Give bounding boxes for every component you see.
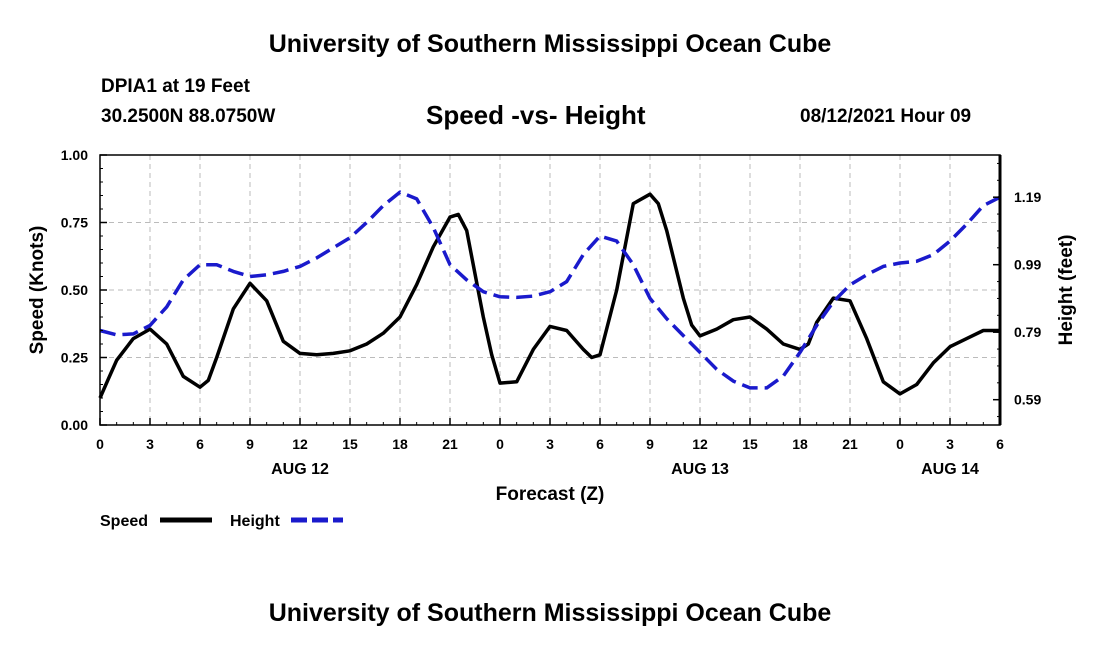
x-tick-label: 3 bbox=[946, 436, 954, 452]
x-tick-label: 15 bbox=[342, 436, 358, 452]
x-tick-label: 12 bbox=[292, 436, 308, 452]
x-tick-label: 12 bbox=[692, 436, 708, 452]
forecast-datetime: 08/12/2021 Hour 09 bbox=[800, 106, 972, 127]
x-tick-label: 6 bbox=[196, 436, 204, 452]
y2-axis-label: Height (feet) bbox=[1056, 235, 1077, 346]
x-tick-label: 9 bbox=[246, 436, 254, 452]
station-label: DPIA1 at 19 Feet bbox=[101, 76, 250, 97]
x-axis-label: Forecast (Z) bbox=[496, 484, 605, 505]
x-tick-label: 6 bbox=[996, 436, 1004, 452]
x-tick-label: 6 bbox=[596, 436, 604, 452]
bottom-title: University of Southern Mississippi Ocean… bbox=[268, 599, 832, 627]
legend-speed-label: Speed bbox=[100, 513, 148, 530]
y-tick-label: 1.00 bbox=[61, 147, 88, 163]
y-tick-label: 0.50 bbox=[61, 282, 88, 298]
date-label: AUG 14 bbox=[921, 461, 979, 478]
legend: Speed Height bbox=[100, 513, 343, 530]
date-label: AUG 12 bbox=[271, 461, 329, 478]
x-tick-label: 0 bbox=[496, 436, 504, 452]
x-tick-label: 0 bbox=[896, 436, 904, 452]
x-tick-label: 15 bbox=[742, 436, 758, 452]
height-series-line bbox=[99, 190, 1001, 390]
x-tick-label: 18 bbox=[792, 436, 808, 452]
y2-tick-label: 0.59 bbox=[1014, 392, 1041, 408]
x-tick-label: 18 bbox=[392, 436, 408, 452]
y-tick-label: 0.25 bbox=[61, 350, 88, 366]
x-tick-label: 0 bbox=[96, 436, 104, 452]
x-tick-label: 21 bbox=[442, 436, 458, 452]
y2-tick-label: 0.99 bbox=[1014, 257, 1041, 273]
axes: 0 3 6 9 12 15 18 21 0 3 6 9 12 15 18 21 0 3 6 AUG 12 AUG 13 A… bbox=[27, 147, 1077, 505]
legend-height-label: Height bbox=[230, 513, 280, 530]
station-coordinates: 30.2500N 88.0750W bbox=[101, 106, 276, 127]
chart-title: Speed -vs- Height bbox=[426, 100, 646, 130]
x-tick-label: 3 bbox=[546, 436, 554, 452]
date-label: AUG 13 bbox=[671, 461, 729, 478]
y-axis-label: Speed (Knots) bbox=[27, 226, 48, 355]
speed-series-line bbox=[98, 192, 1000, 399]
x-tick-label: 3 bbox=[146, 436, 154, 452]
x-tick-label: 9 bbox=[646, 436, 654, 452]
top-title: University of Southern Mississippi Ocean… bbox=[268, 30, 832, 58]
series-layer bbox=[98, 190, 1001, 399]
y-tick-label: 0.75 bbox=[61, 215, 88, 231]
y2-tick-label: 0.79 bbox=[1014, 324, 1041, 340]
x-tick-label: 21 bbox=[842, 436, 858, 452]
y2-tick-label: 1.19 bbox=[1014, 189, 1041, 205]
y-tick-label: 0.00 bbox=[61, 417, 88, 433]
